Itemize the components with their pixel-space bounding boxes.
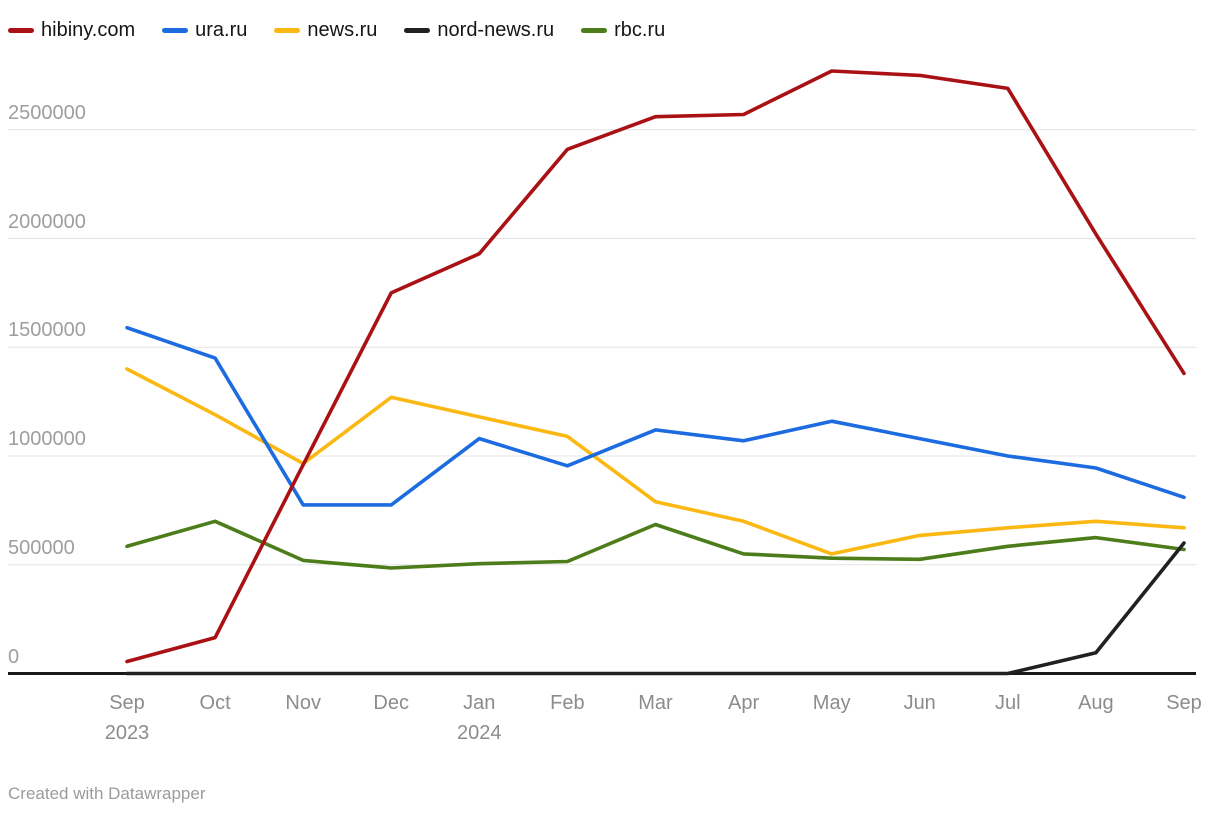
legend-label: nord-news.ru (437, 19, 555, 41)
legend-label: news.ru (307, 19, 378, 41)
x-tick-label: Aug (1078, 692, 1114, 714)
rbc.ru-line (125, 519, 1186, 570)
legend-item-news: news.ru (274, 17, 377, 43)
nord-news.ru-line (125, 541, 1186, 676)
x-tick-label: Jun (903, 692, 936, 714)
hibiny.com-line (125, 69, 1186, 664)
x-tick-label: Sep 2023 (104, 692, 150, 744)
x-tick-label: May (812, 692, 851, 714)
x-tick-label: Feb (550, 692, 585, 714)
legend-label: hibiny.com (41, 19, 136, 41)
line-swatch-icon (8, 27, 34, 33)
legend-item-rbc: rbc.ru (581, 17, 665, 43)
legend-label: rbc.ru (614, 19, 666, 41)
legend: hibiny.com ura.ru news.ru nord-news.ru r… (8, 17, 665, 43)
legend-item-nord-news: nord-news.ru (404, 17, 554, 43)
x-tick-label: Jul (995, 692, 1021, 714)
legend-item-ura: ura.ru (162, 17, 247, 43)
ura.ru-line (125, 325, 1186, 507)
y-tick-label: 2000000 (8, 210, 86, 233)
line-swatch-icon (162, 27, 189, 33)
x-tick-label: Apr (728, 692, 760, 714)
line-swatch-icon (404, 27, 431, 33)
x-tick-label: Sep (1166, 692, 1202, 714)
x-tick-label: Nov (285, 692, 321, 714)
y-tick-label: 0 (8, 645, 20, 668)
legend-label: ura.ru (195, 19, 248, 41)
y-tick-label: 2500000 (8, 101, 86, 124)
x-tick-label: Dec (373, 692, 409, 714)
line-swatch-icon (581, 27, 608, 33)
line-swatch-icon (274, 27, 301, 33)
datawrapper-credit-link[interactable]: Created with Datawrapper (8, 784, 206, 803)
x-tick-label: Oct (199, 692, 231, 714)
y-tick-label: 500000 (8, 536, 75, 559)
legend-item-hibiny: hibiny.com (8, 17, 135, 43)
x-tick-label: Jan 2024 (457, 692, 502, 744)
y-tick-label: 1500000 (8, 319, 86, 342)
x-tick-label: Mar (638, 692, 673, 714)
y-tick-label: 1000000 (8, 428, 86, 450)
